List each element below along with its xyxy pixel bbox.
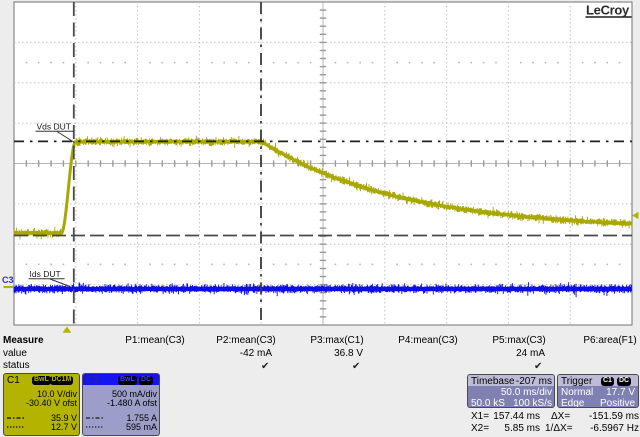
svg-text:LeCroy: LeCroy (586, 3, 630, 18)
svg-text:Ids DUT: Ids DUT (30, 269, 61, 279)
svg-text:C3: C3 (2, 275, 14, 285)
svg-text:Vds DUT: Vds DUT (37, 122, 71, 132)
